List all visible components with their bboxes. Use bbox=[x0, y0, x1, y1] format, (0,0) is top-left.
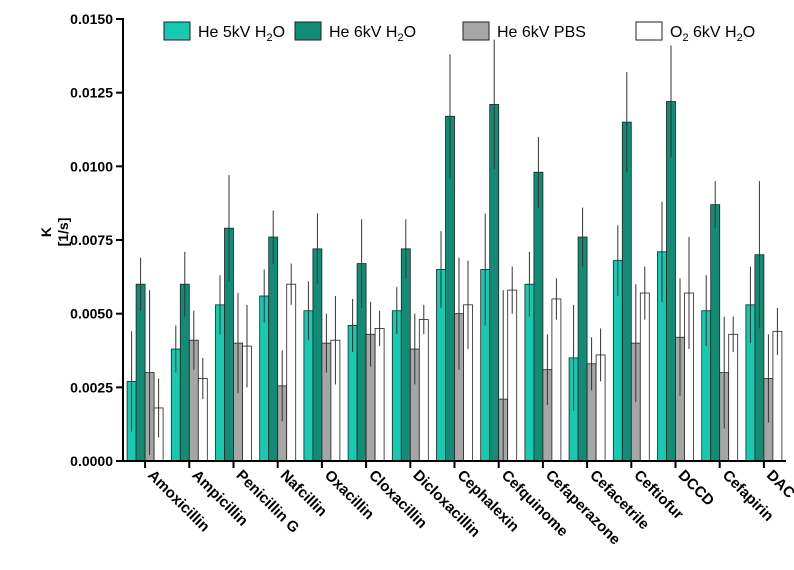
legend-label: He 6kV H2O bbox=[329, 24, 416, 44]
y-tick-label: 0.0050 bbox=[70, 306, 113, 322]
legend-label: He 5kV H2O bbox=[198, 24, 285, 44]
bar bbox=[507, 289, 518, 462]
bar bbox=[400, 248, 411, 462]
legend-swatch bbox=[163, 21, 191, 41]
y-tick-label: 0.0025 bbox=[70, 379, 113, 395]
error-bars-group bbox=[131, 39, 778, 461]
axes-group bbox=[116, 18, 786, 468]
y-axis-title-line1: K bbox=[38, 227, 54, 237]
legend-swatch bbox=[462, 21, 490, 41]
bar bbox=[728, 333, 739, 462]
y-tick-label: 0.0075 bbox=[70, 232, 113, 248]
bar bbox=[268, 236, 279, 462]
bars-group bbox=[126, 101, 783, 462]
bar bbox=[533, 171, 544, 462]
legend-swatch bbox=[294, 21, 322, 41]
bar bbox=[710, 204, 721, 462]
bar bbox=[374, 327, 385, 462]
x-tick-label: DCCD bbox=[675, 467, 718, 510]
x-tick-label: DAC bbox=[763, 467, 794, 502]
y-tick-label: 0.0125 bbox=[70, 85, 113, 101]
y-tick-label: 0.0150 bbox=[70, 11, 113, 27]
y-tick-label: 0.0000 bbox=[70, 453, 113, 469]
bar bbox=[418, 319, 429, 462]
legend-label: He 6kV PBS bbox=[497, 24, 586, 41]
y-axis-title: K [1/s] bbox=[38, 218, 71, 247]
bar bbox=[551, 298, 562, 462]
y-axis-title-line2: [1/s] bbox=[55, 218, 71, 247]
bar bbox=[286, 283, 297, 462]
bar bbox=[577, 236, 588, 462]
bar bbox=[621, 121, 632, 462]
legend: He 5kV H2O He 6kV H2O He 6kV PBS O2 6kV H2O bbox=[163, 21, 755, 44]
y-tick-label: 0.0100 bbox=[70, 158, 113, 174]
y-tick-labels: 0.0000 0.0025 0.0050 0.0075 0.0100 0.0125 0.01… bbox=[70, 11, 113, 469]
legend-label: O2 6kV H2O bbox=[670, 24, 755, 44]
legend-swatch bbox=[635, 21, 663, 41]
